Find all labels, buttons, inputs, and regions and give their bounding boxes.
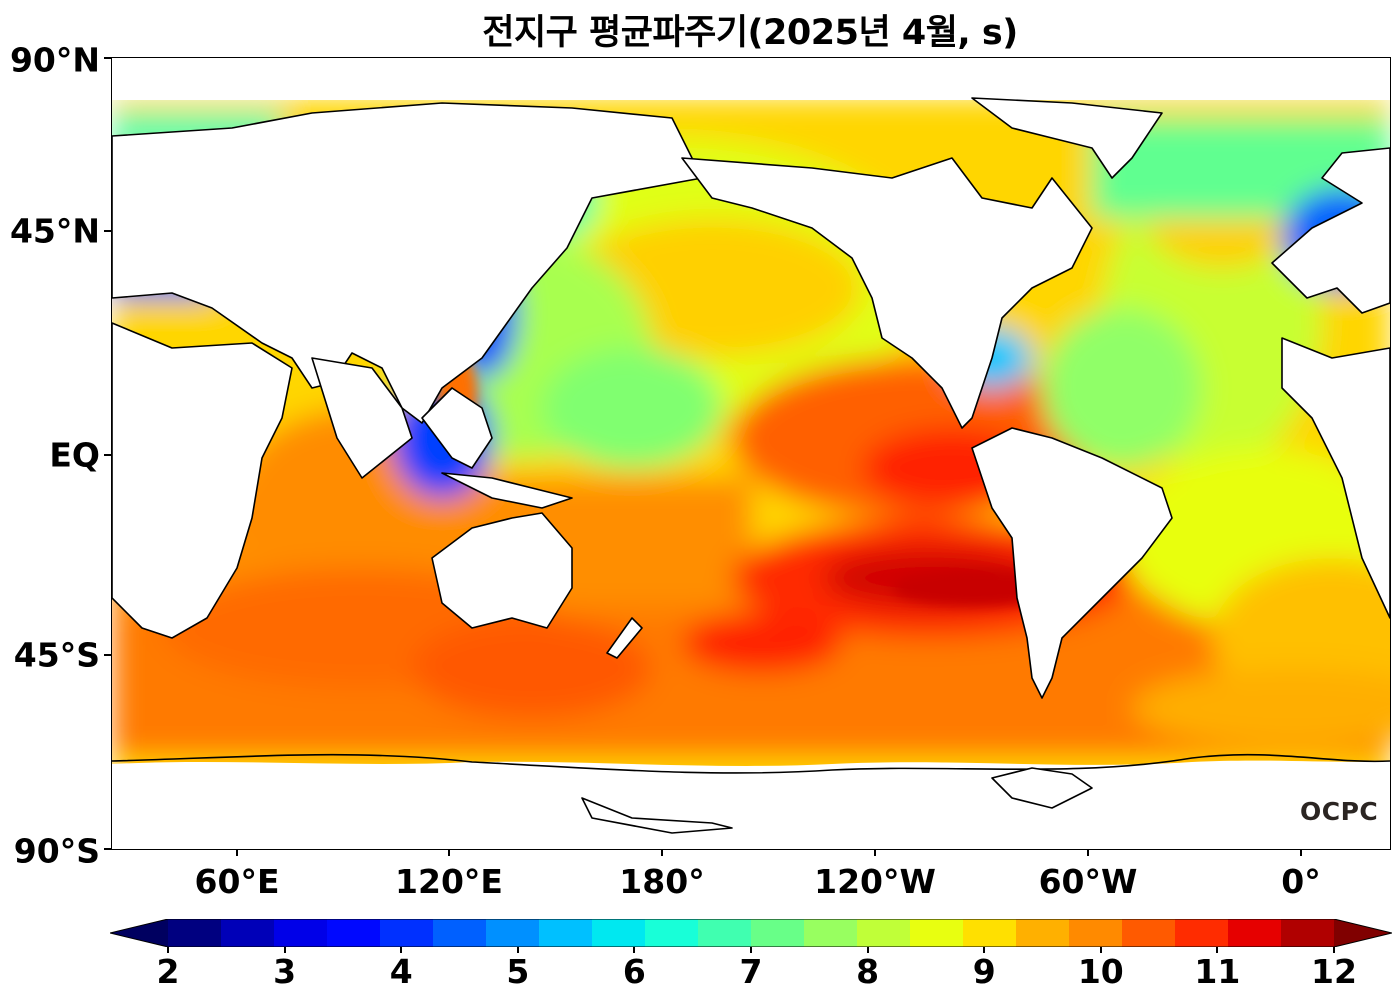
colorbar-segment	[221, 919, 275, 947]
colorbar-tick-label: 11	[1194, 952, 1241, 991]
arctic-no-data	[112, 58, 1390, 100]
colorbar-tick	[167, 947, 169, 953]
lat-tick	[104, 57, 111, 59]
colorbar-segment	[168, 919, 222, 947]
lon-tick	[661, 849, 663, 856]
colorbar-tick-label: 9	[972, 952, 996, 991]
colorbar-segment	[433, 919, 487, 947]
lon-tick	[1087, 849, 1089, 856]
colorbar-segment	[1175, 919, 1229, 947]
colorbar-segment	[1122, 919, 1176, 947]
colorbar-segment	[1069, 919, 1123, 947]
colorbar-tick-label: 6	[622, 952, 646, 991]
colorbar-segment	[804, 919, 858, 947]
lon-label-180: 180°	[619, 862, 705, 901]
lon-tick	[1300, 849, 1302, 856]
wave-period-map	[111, 57, 1391, 850]
antarctic-no-data	[112, 760, 1390, 849]
colorbar-tick	[516, 947, 519, 953]
colorbar-tick	[866, 947, 869, 953]
colorbar-tick-label: 2	[156, 952, 180, 991]
colorbar-tick-label: 7	[739, 952, 763, 991]
colorbar-tick	[1333, 947, 1335, 953]
lon-label-0: 0°	[1281, 862, 1321, 901]
colorbar-segment	[1281, 919, 1335, 947]
colorbar-segment	[1016, 919, 1070, 947]
lon-label-60e: 60°E	[194, 862, 280, 901]
lon-label-60w: 60°W	[1038, 862, 1138, 901]
lon-tick	[874, 849, 876, 856]
colorbar-segment	[592, 919, 646, 947]
colorbar-under-arrow	[110, 919, 168, 947]
colorbar-tick-label: 10	[1077, 952, 1124, 991]
colorbar-segment	[910, 919, 964, 947]
colorbar-segment	[1228, 919, 1282, 947]
colorbar-tick-label: 4	[389, 952, 413, 991]
colorbar	[110, 919, 1392, 947]
colorbar-segment	[645, 919, 699, 947]
land-masses	[112, 97, 1390, 834]
colorbar-tick-label: 8	[856, 952, 880, 991]
map-title: 전지구 평균파주기(2025년 4월, s)	[482, 13, 1018, 53]
colorbar-segment	[486, 919, 540, 947]
colorbar-tick	[983, 947, 986, 953]
colorbar-tick	[1099, 947, 1102, 953]
ocpc-logo: OCPC	[1300, 797, 1379, 826]
lat-label-90n: 90°N	[9, 40, 100, 80]
colorbar-tick-label: 3	[273, 952, 297, 991]
lon-tick	[448, 849, 450, 856]
colorbar-segment	[380, 919, 434, 947]
colorbar-tick	[750, 947, 752, 953]
lat-tick	[104, 848, 111, 850]
lat-label-90s: 90°S	[13, 831, 100, 871]
colorbar-segment	[327, 919, 381, 947]
lat-tick	[104, 454, 111, 456]
colorbar-tick	[633, 947, 636, 953]
lat-label-45s: 45°S	[13, 635, 100, 675]
lon-label-120w: 120°W	[814, 862, 936, 901]
colorbar-segment	[539, 919, 593, 947]
lat-tick	[104, 654, 111, 656]
colorbar-over-arrow	[1334, 919, 1392, 947]
colorbar-tick	[1216, 947, 1219, 953]
ocean-field	[112, 98, 1390, 798]
colorbar-segment	[698, 919, 752, 947]
lon-label-120e: 120°E	[395, 862, 503, 901]
colorbar-tick-label: 5	[506, 952, 530, 991]
colorbar-tick	[400, 947, 403, 953]
lat-tick	[104, 230, 111, 232]
colorbar-tick-label: 12	[1311, 952, 1357, 991]
colorbar-segment	[274, 919, 328, 947]
colorbar-segment	[857, 919, 911, 947]
lon-tick	[236, 849, 238, 856]
lat-label-eq: EQ	[49, 435, 100, 475]
lat-label-45n: 45°N	[9, 211, 100, 251]
colorbar-tick	[283, 947, 286, 953]
colorbar-segment	[963, 919, 1017, 947]
colorbar-segment	[751, 919, 805, 947]
